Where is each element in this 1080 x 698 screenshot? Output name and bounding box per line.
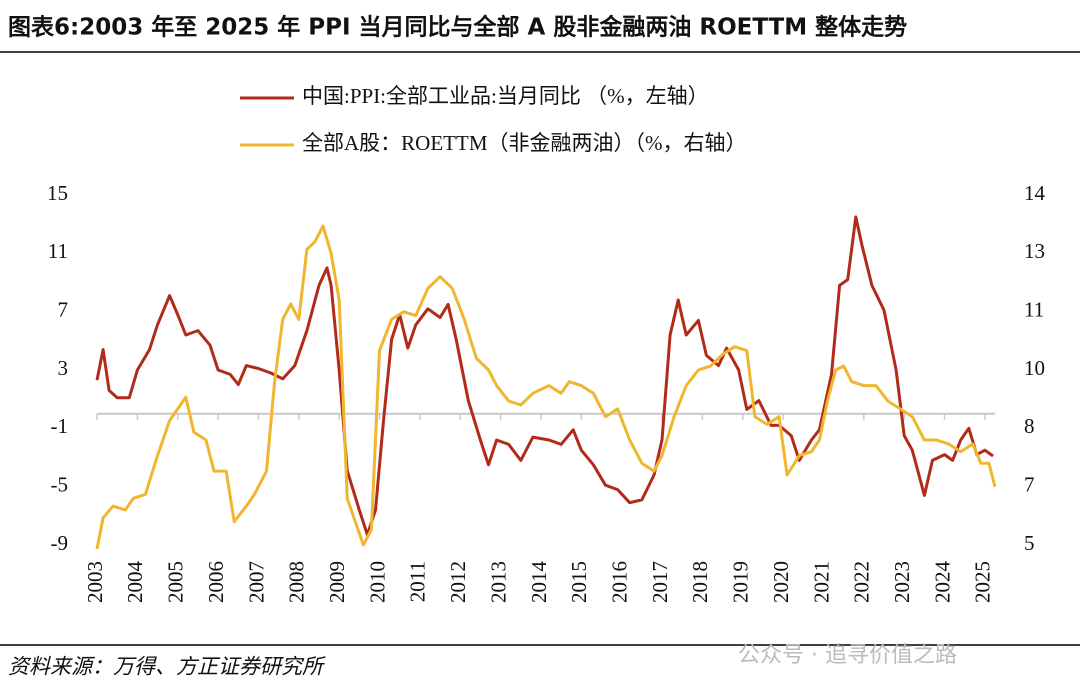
x-tick-label: 2015: [567, 561, 591, 603]
legend-label: 全部A股：ROETTM（非金融两油）（%，右轴）: [302, 131, 747, 155]
y-tick-label: -1: [51, 414, 69, 438]
y2-tick-label: 8: [1024, 414, 1035, 438]
x-tick-label: 2020: [769, 561, 793, 603]
y2-tick-label: 13: [1024, 239, 1045, 263]
x-tick-label: 2016: [607, 561, 631, 603]
y2-tick-label: 10: [1024, 356, 1045, 380]
x-tick-label: 2013: [486, 561, 510, 603]
y-tick-label: -9: [51, 531, 69, 555]
x-tick-label: 2024: [930, 561, 954, 604]
y-tick-label: 11: [48, 239, 68, 263]
x-tick-label: 2022: [850, 561, 874, 603]
x-tick-label: 2012: [446, 561, 470, 603]
x-tick-label: 2021: [809, 561, 833, 603]
y-tick-label: 3: [58, 356, 69, 380]
y-tick-label: 7: [58, 297, 69, 321]
x-tick-label: 2008: [285, 561, 309, 603]
x-tick-label: 2005: [164, 561, 188, 603]
x-tick-label: 2023: [890, 561, 914, 603]
x-tick-label: 2025: [971, 561, 995, 603]
x-tick-label: 2014: [527, 561, 551, 604]
x-tick-label: 2011: [406, 561, 430, 602]
y-tick-label: -5: [51, 472, 69, 496]
x-tick-label: 2019: [729, 561, 753, 603]
y-tick-label: 15: [47, 181, 68, 205]
legend-label: 中国:PPI:全部工业品:当月同比 （%，左轴）: [302, 84, 709, 108]
series-line: [95, 215, 994, 537]
x-tick-label: 2009: [325, 561, 349, 603]
y2-tick-label: 5: [1024, 531, 1035, 555]
x-tick-label: 2003: [83, 561, 107, 603]
y2-tick-label: 7: [1024, 472, 1035, 496]
x-tick-label: 2006: [204, 561, 228, 603]
series-line: [95, 224, 997, 550]
x-tick-label: 2004: [123, 561, 147, 604]
x-tick-label: 2017: [648, 561, 672, 603]
y2-tick-label: 14: [1024, 181, 1046, 205]
chart-title: 图表6:2003 年至 2025 年 PPI 当月同比与全部 A 股非金融两油 …: [8, 14, 907, 41]
watermark: 公众号 · 追寻价值之路: [738, 643, 957, 668]
y2-tick-label: 11: [1024, 297, 1044, 321]
x-tick-label: 2010: [365, 561, 389, 603]
source-note: 资料来源：万得、方正证券研究所: [8, 655, 326, 679]
x-tick-label: 2018: [688, 561, 712, 603]
x-tick-label: 2007: [244, 561, 268, 603]
